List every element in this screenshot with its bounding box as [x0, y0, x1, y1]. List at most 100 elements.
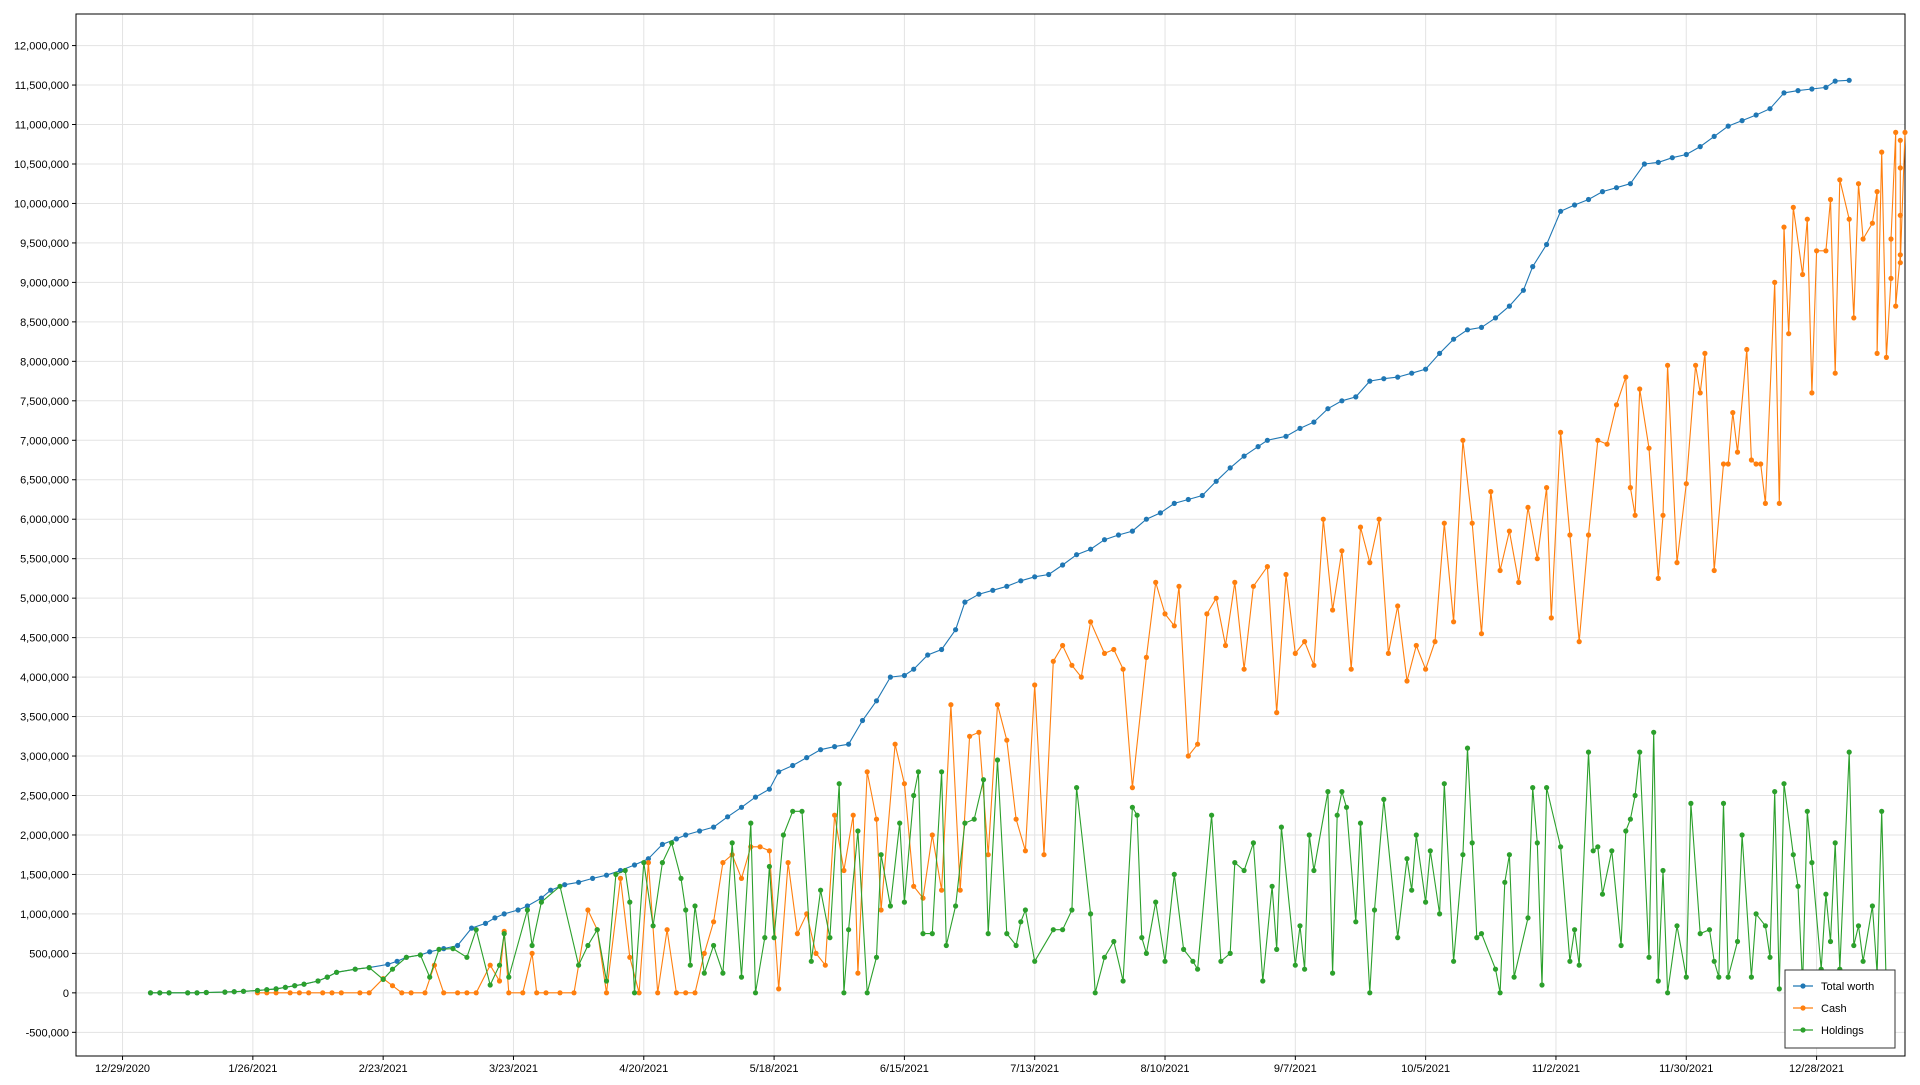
data-point	[1879, 808, 1885, 814]
data-point	[1111, 646, 1117, 653]
data-point	[1897, 212, 1903, 218]
x-tick-label: 1/26/2021	[228, 1063, 277, 1075]
data-point	[1837, 177, 1843, 183]
data-point	[1348, 666, 1354, 672]
data-point	[911, 792, 917, 799]
data-point	[939, 887, 945, 893]
data-point	[1297, 425, 1303, 431]
data-point	[1623, 374, 1629, 380]
data-point	[1506, 852, 1512, 858]
data-point	[1860, 236, 1866, 242]
data-point	[1534, 556, 1540, 562]
data-point	[1120, 978, 1126, 984]
data-point	[441, 990, 447, 996]
y-tick-label: 5,500,000	[20, 554, 69, 566]
data-point	[841, 990, 847, 996]
data-point	[1250, 840, 1256, 846]
data-point	[1129, 804, 1135, 810]
data-point	[1423, 666, 1429, 672]
data-point	[366, 965, 372, 971]
y-tick-label: 6,500,000	[20, 475, 69, 487]
data-point	[1143, 654, 1149, 661]
data-point	[1851, 942, 1857, 949]
data-point	[1460, 852, 1466, 858]
data-point	[1585, 749, 1592, 755]
x-tick-label: 6/15/2021	[880, 1063, 929, 1075]
data-point	[1367, 378, 1373, 384]
data-point	[1497, 567, 1503, 574]
data-point	[1627, 181, 1633, 187]
x-tick-label: 5/18/2021	[750, 1063, 799, 1075]
data-point	[641, 860, 647, 866]
data-point	[901, 672, 908, 679]
data-point	[1269, 883, 1275, 889]
x-tick-label: 9/7/2021	[1274, 1063, 1317, 1075]
data-point	[711, 824, 717, 830]
data-point	[1572, 202, 1578, 208]
data-point	[1683, 481, 1689, 487]
data-point	[1232, 579, 1238, 586]
data-point	[1800, 271, 1806, 278]
data-point	[1153, 579, 1159, 586]
data-point	[1320, 516, 1326, 522]
data-point	[1018, 919, 1024, 925]
data-point	[1772, 789, 1778, 795]
legend-swatch-marker	[1800, 1005, 1806, 1011]
data-point	[1827, 938, 1834, 945]
data-point	[548, 887, 554, 893]
data-point	[1492, 315, 1499, 321]
data-point	[487, 962, 493, 968]
data-point	[1846, 216, 1852, 222]
series-holdings	[147, 729, 1889, 996]
data-point	[1264, 437, 1270, 443]
data-point	[464, 990, 470, 996]
data-point	[334, 969, 340, 975]
x-tick-label: 11/2/2021	[1532, 1063, 1580, 1075]
data-point	[1306, 832, 1312, 838]
data-point	[296, 990, 302, 996]
data-point	[1697, 144, 1703, 150]
y-tick-label: 3,000,000	[20, 751, 69, 763]
data-point	[1464, 327, 1471, 333]
data-point	[613, 871, 619, 878]
data-point	[1074, 785, 1080, 791]
data-point	[1776, 500, 1782, 506]
series-line	[150, 79, 1850, 994]
data-point	[1060, 927, 1066, 933]
y-tick-label: 0	[63, 988, 69, 1000]
data-point	[254, 987, 261, 994]
data-point	[1674, 560, 1680, 566]
data-point	[538, 899, 545, 905]
data-point	[901, 781, 908, 787]
data-point	[464, 954, 470, 960]
data-point	[1250, 583, 1256, 589]
data-point	[920, 895, 926, 901]
data-point	[1767, 106, 1773, 112]
x-tick-label: 12/29/2020	[95, 1063, 150, 1075]
y-tick-label: 7,000,000	[20, 435, 69, 447]
data-point	[799, 808, 805, 814]
data-point	[1823, 891, 1829, 897]
data-point	[1772, 279, 1778, 285]
x-tick-label: 3/23/2021	[489, 1063, 538, 1075]
data-point	[748, 820, 754, 826]
data-point	[1762, 923, 1768, 929]
data-point	[427, 974, 433, 980]
data-point	[1339, 548, 1345, 554]
data-point	[1669, 155, 1675, 161]
data-point	[427, 949, 433, 955]
data-point	[1660, 867, 1666, 874]
y-tick-label: 500,000	[29, 948, 69, 960]
data-point	[1748, 457, 1754, 463]
data-point	[725, 814, 731, 820]
data-point	[1604, 441, 1610, 447]
data-point	[1395, 935, 1401, 941]
data-point	[1385, 650, 1391, 657]
data-point	[985, 852, 991, 858]
data-point	[1544, 785, 1550, 791]
x-tick-label: 12/28/2021	[1789, 1063, 1844, 1075]
data-point	[738, 875, 745, 882]
plot-area-border	[75, 13, 1906, 1057]
data-point	[669, 840, 675, 846]
data-point	[524, 903, 531, 909]
